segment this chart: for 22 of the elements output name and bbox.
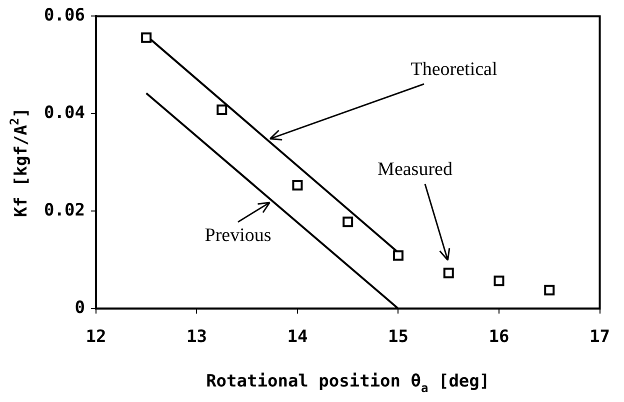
x-tick-label: 16 [488, 327, 510, 348]
point [494, 276, 504, 286]
point [392, 250, 404, 261]
text: Theoretical [410, 58, 498, 80]
text: Measured [378, 158, 453, 180]
y-tick-label: 0.04 [44, 103, 85, 124]
point [216, 104, 228, 116]
x-tick-label: 15 [388, 327, 408, 348]
point [292, 180, 303, 191]
y-tick-label: 0 [74, 298, 85, 318]
point [342, 216, 354, 228]
point [443, 268, 454, 278]
x-tick-label: 12 [86, 327, 106, 348]
y-axis-title: Kf [kgf/A2] [7, 108, 32, 218]
x-tick-label: 14 [287, 327, 308, 348]
legend-label: Previous [204, 224, 272, 246]
x-tick-label: 13 [186, 327, 207, 348]
y-tick-label: 0.02 [44, 200, 85, 221]
x-tick-label: 17 [590, 327, 610, 348]
y-tick-label: 0.06 [44, 6, 85, 26]
point [141, 32, 152, 43]
point [544, 284, 555, 296]
